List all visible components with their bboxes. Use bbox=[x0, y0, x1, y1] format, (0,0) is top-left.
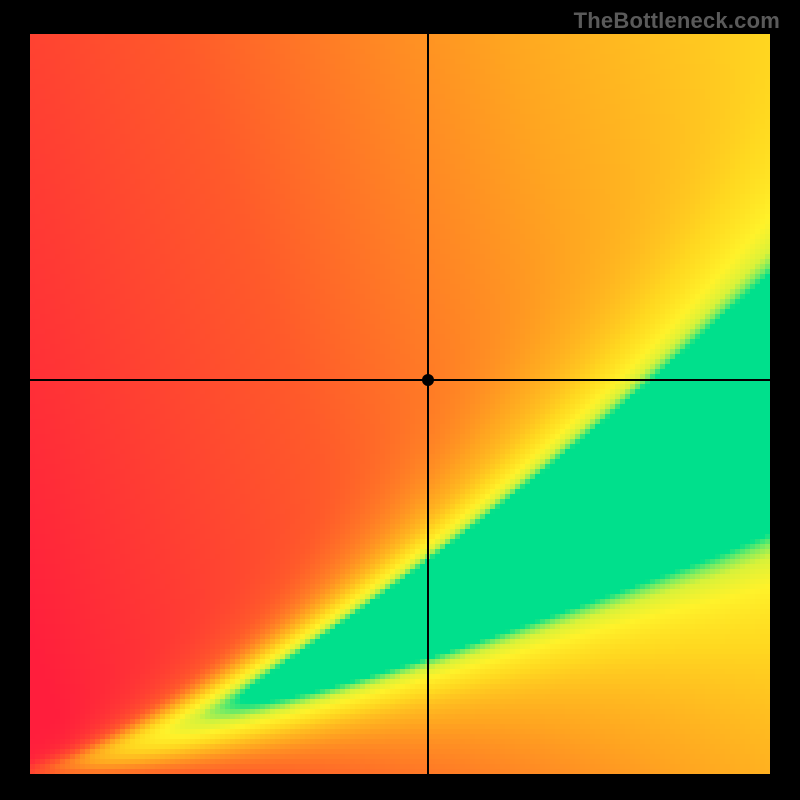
crosshair-vertical bbox=[427, 34, 429, 774]
crosshair-horizontal bbox=[30, 379, 770, 381]
watermark-text: TheBottleneck.com bbox=[574, 8, 780, 34]
bottleneck-heatmap bbox=[30, 34, 770, 774]
